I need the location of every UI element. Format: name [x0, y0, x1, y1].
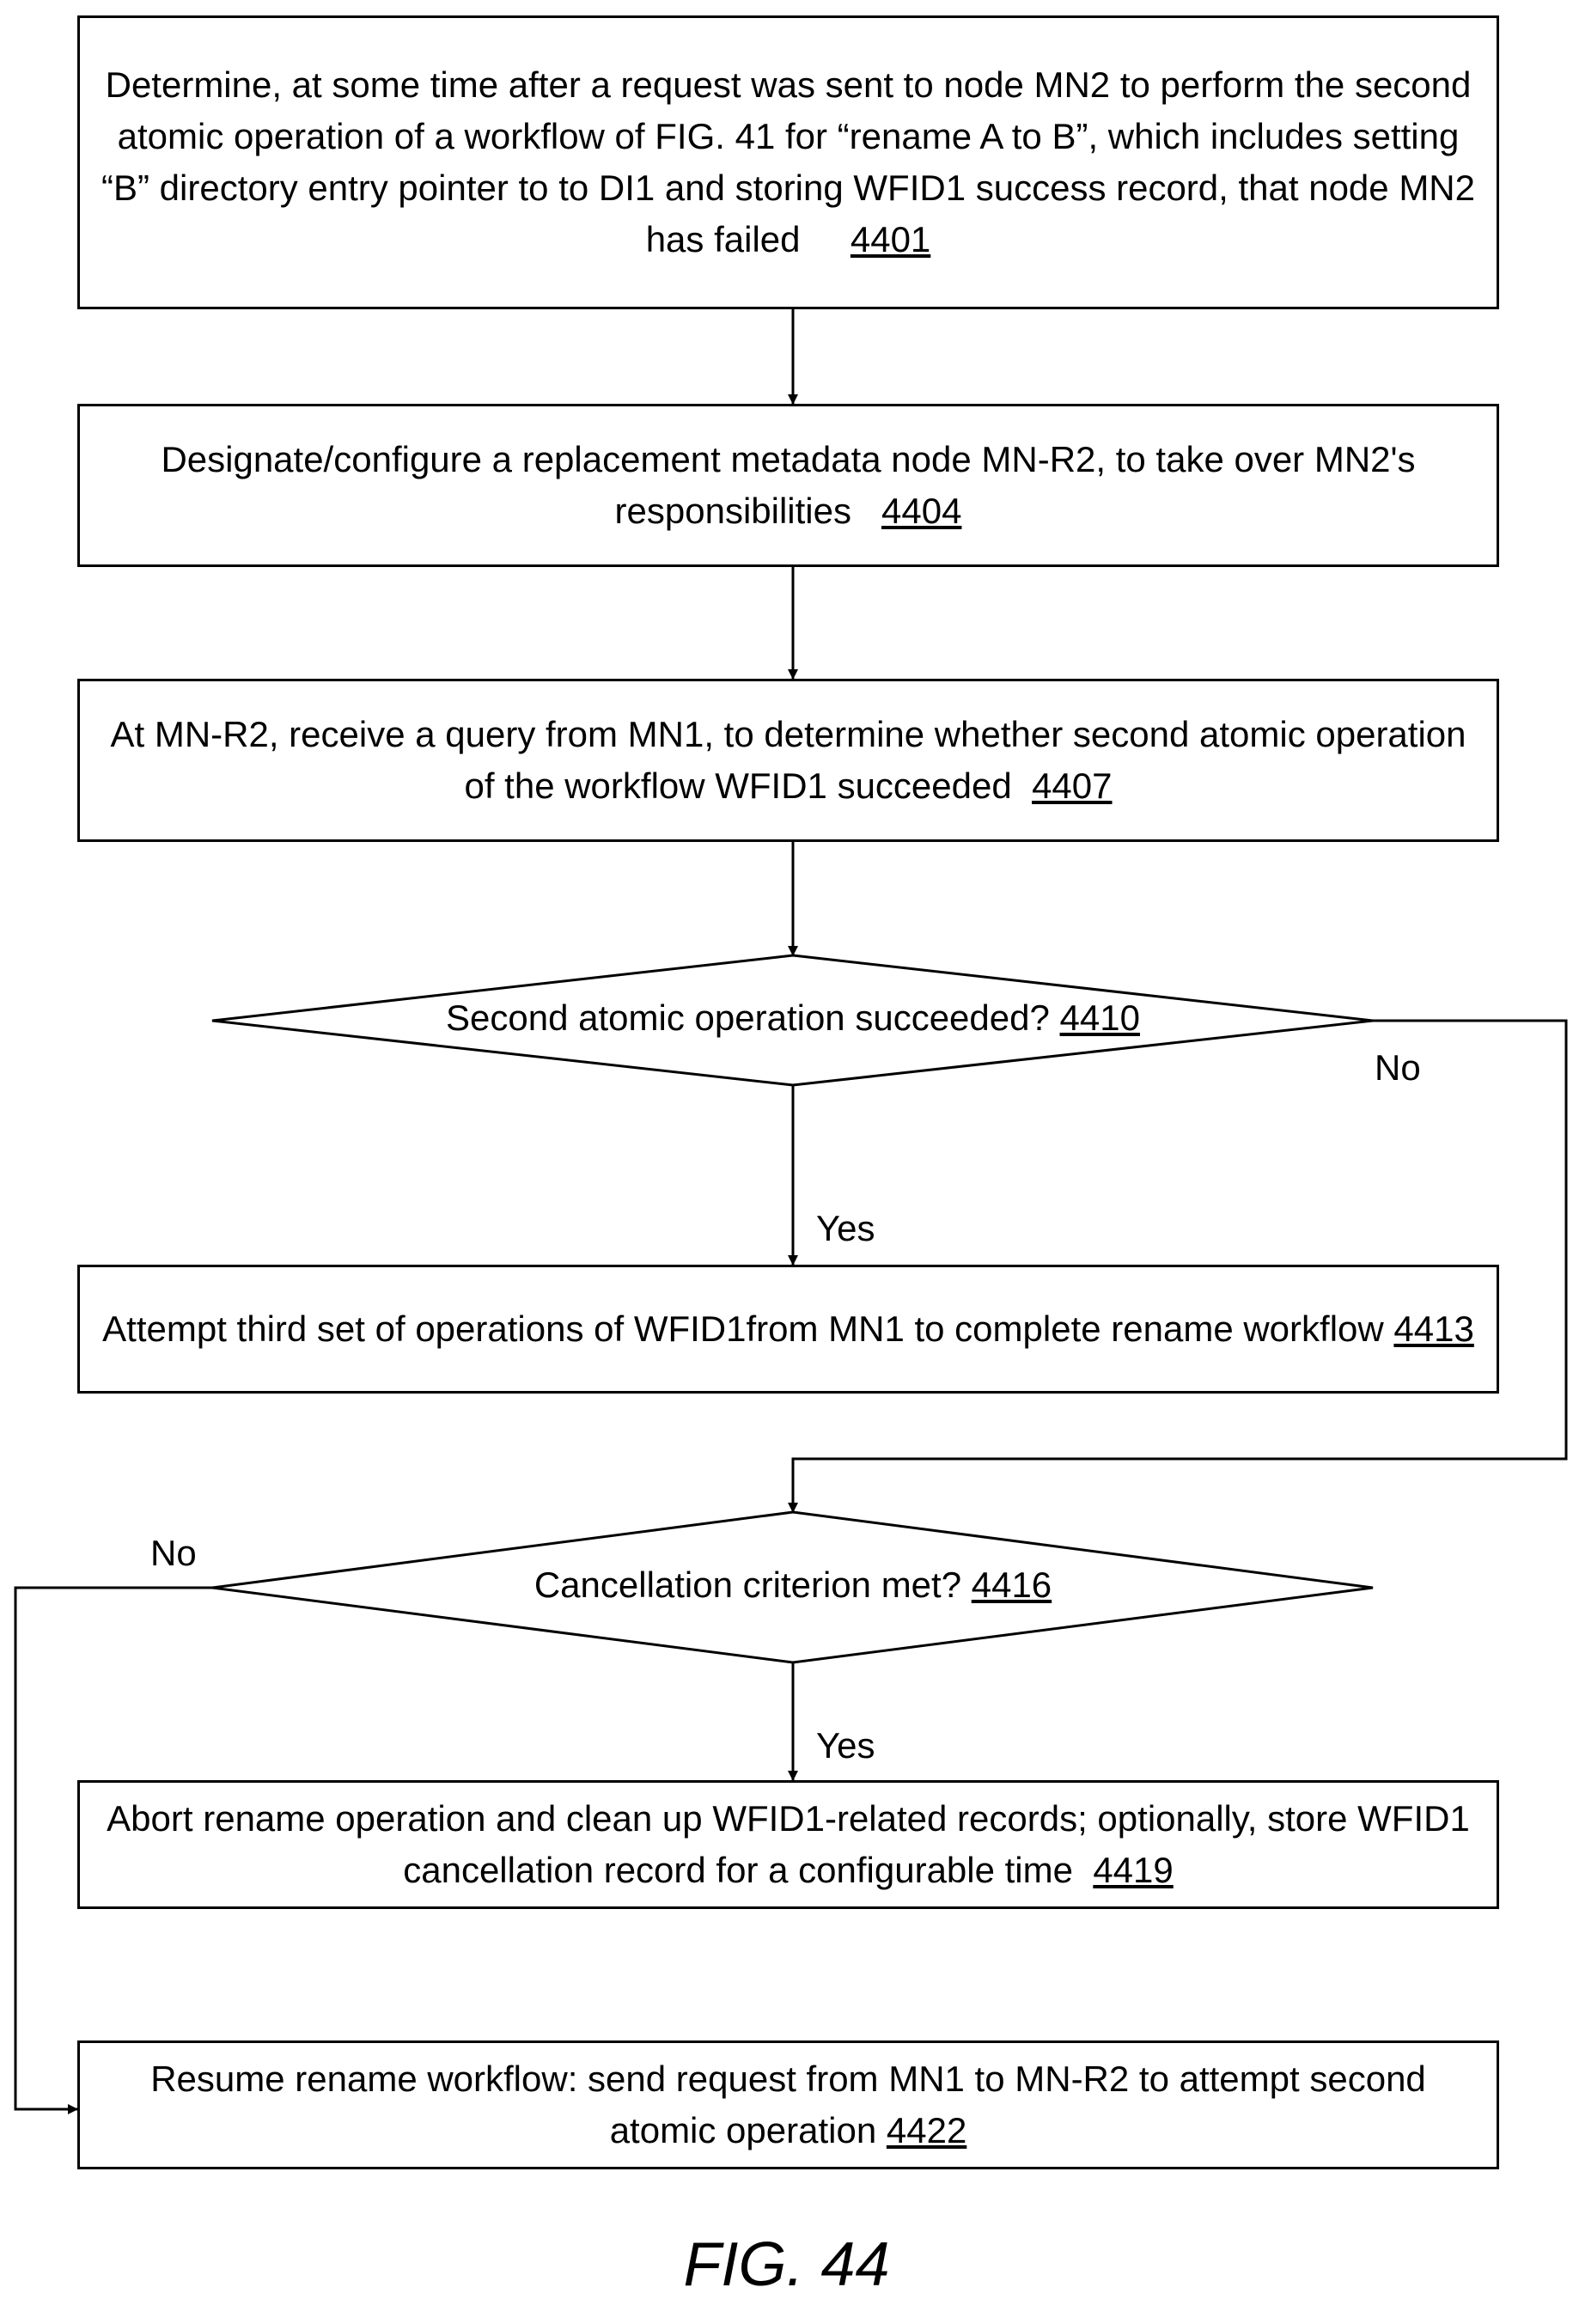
- step-4419-text: Abort rename operation and clean up WFID…: [107, 1798, 1470, 1890]
- step-4422-text: Resume rename workflow: send request fro…: [150, 2059, 1426, 2150]
- step-4404-text: Designate/configure a replacement metada…: [161, 439, 1415, 531]
- yes-label-4416: Yes: [816, 1724, 875, 1767]
- figure-caption: FIG. 44: [683, 2229, 889, 2300]
- no-label-4410: No: [1375, 1046, 1421, 1089]
- step-4407-text: At MN-R2, receive a query from MN1, to d…: [110, 714, 1466, 806]
- step-4407-ref: 4407: [1032, 766, 1112, 806]
- decision-4416-label: Cancellation criterion met? 4416: [534, 1564, 1052, 1607]
- step-4419-ref: 4419: [1093, 1850, 1173, 1890]
- step-4404-ref: 4404: [881, 491, 961, 531]
- decision-4416-text: Cancellation criterion met?: [534, 1565, 961, 1605]
- yes-label-4410: Yes: [816, 1207, 875, 1250]
- step-4422-box: Resume rename workflow: send request fro…: [77, 2040, 1499, 2169]
- decision-4410-text: Second atomic operation succeeded?: [446, 997, 1050, 1038]
- decision-4410-label: Second atomic operation succeeded? 4410: [446, 997, 1140, 1040]
- decision-4410-ref: 4410: [1060, 997, 1140, 1038]
- no-label-4416: No: [150, 1532, 197, 1575]
- step-4413-box: Attempt third set of operations of WFID1…: [77, 1265, 1499, 1394]
- step-4401-ref: 4401: [851, 219, 930, 259]
- step-4407-box: At MN-R2, receive a query from MN1, to d…: [77, 679, 1499, 842]
- step-4422-ref: 4422: [887, 2110, 966, 2150]
- step-4413-ref: 4413: [1393, 1308, 1473, 1349]
- decision-4416-ref: 4416: [972, 1565, 1052, 1605]
- step-4419-box: Abort rename operation and clean up WFID…: [77, 1780, 1499, 1909]
- step-4404-box: Designate/configure a replacement metada…: [77, 404, 1499, 567]
- step-4401-box: Determine, at some time after a request …: [77, 15, 1499, 309]
- step-4401-text: Determine, at some time after a request …: [101, 64, 1475, 259]
- step-4413-text: Attempt third set of operations of WFID1…: [102, 1308, 1384, 1349]
